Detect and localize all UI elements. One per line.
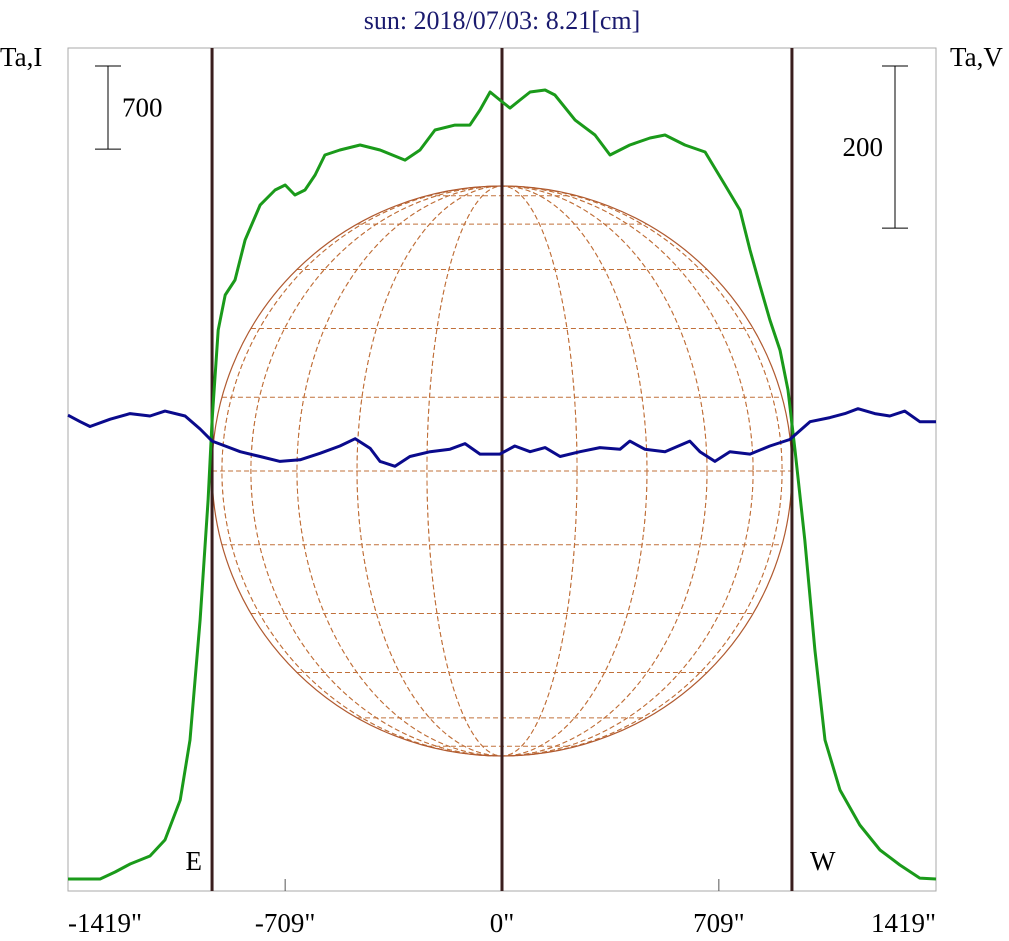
y-axis-label: Ta,I xyxy=(0,42,42,72)
y2-axis-label: Ta,V xyxy=(950,42,1003,72)
x-tick-label: -709" xyxy=(255,908,316,938)
x-tick-label: 1419" xyxy=(871,908,936,938)
x-tick-label: -1419" xyxy=(68,908,142,938)
scale-bar-label: 200 xyxy=(843,132,884,162)
limb-label: W xyxy=(810,846,836,876)
x-tick-label: 709" xyxy=(693,908,745,938)
x-tick-label: 0" xyxy=(490,908,515,938)
scale-bar-label: 700 xyxy=(122,93,163,123)
meridian xyxy=(250,185,754,757)
limb-label: E xyxy=(186,846,203,876)
chart-title: sun: 2018/07/03: 8.21[cm] xyxy=(364,6,641,35)
series-line xyxy=(67,407,936,468)
series-line xyxy=(68,88,937,881)
